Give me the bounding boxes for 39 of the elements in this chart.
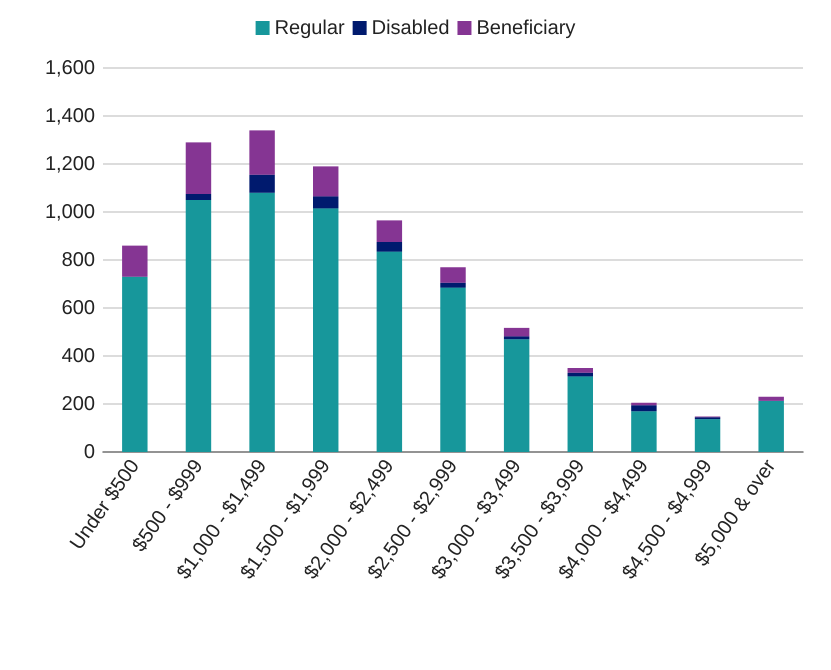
bar <box>440 267 466 283</box>
bar <box>376 220 402 242</box>
bar <box>568 376 593 452</box>
bar <box>440 288 466 452</box>
bar <box>313 166 338 196</box>
bar <box>568 372 593 376</box>
bar <box>504 328 530 336</box>
y-tick-label: 800 <box>62 249 95 271</box>
y-tick-label: 1,000 <box>44 201 95 223</box>
y-tick-label: 1,600 <box>44 57 95 79</box>
y-tick-label: 1,200 <box>44 153 95 175</box>
bar <box>249 130 275 175</box>
bar <box>313 196 338 208</box>
bar <box>122 246 148 277</box>
bar <box>122 276 148 452</box>
bar <box>186 142 212 194</box>
bar <box>376 242 402 252</box>
legend-label: Beneficiary <box>476 17 576 39</box>
bar <box>758 400 784 452</box>
bar <box>313 208 338 452</box>
legend-label: Disabled <box>372 17 450 39</box>
bar <box>631 405 657 412</box>
bar <box>504 339 530 452</box>
y-tick-label: 1,400 <box>44 105 95 127</box>
bar <box>568 368 593 373</box>
bar <box>758 396 784 401</box>
y-tick-label: 400 <box>62 345 95 367</box>
bar <box>694 419 720 452</box>
bar <box>631 411 657 452</box>
y-tick-label: 200 <box>62 393 95 415</box>
bar <box>376 252 402 452</box>
y-tick-label: 0 <box>84 441 95 463</box>
bar <box>186 194 212 200</box>
bar <box>249 192 275 452</box>
bar <box>440 282 466 288</box>
y-tick-label: 600 <box>62 297 95 319</box>
legend-label: Regular <box>274 17 345 39</box>
bar <box>186 200 212 452</box>
bar <box>249 174 275 193</box>
